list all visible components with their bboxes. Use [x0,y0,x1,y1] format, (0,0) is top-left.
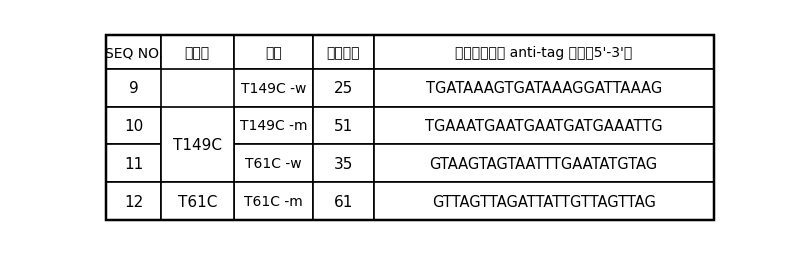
Text: 61: 61 [334,194,353,209]
Text: T61C -m: T61C -m [244,194,302,208]
Text: 12: 12 [124,194,143,209]
Bar [313,107,374,145]
Text: 51: 51 [334,119,353,133]
Bar [313,183,374,220]
Bar [374,145,714,183]
Text: 9: 9 [129,81,138,96]
Bar [313,69,374,107]
Bar [161,183,234,220]
Text: 类型: 类型 [265,46,282,60]
Text: T149C -w: T149C -w [241,81,306,95]
Bar [374,36,714,69]
Text: SEQ NO.: SEQ NO. [105,46,162,60]
Text: 微球编号: 微球编号 [326,46,360,60]
Text: TGAAATGAATGAATGATGAAATTG: TGAAATGAATGAATGATGAAATTG [425,119,662,133]
Text: 11: 11 [124,156,143,171]
Bar [374,69,714,107]
Bar [234,107,313,145]
Bar [106,183,161,220]
Bar [161,107,234,183]
Bar [313,36,374,69]
Text: TGATAAAGTGATAAAGGATTAAAG: TGATAAAGTGATAAAGGATTAAAG [426,81,662,96]
Bar [106,145,161,183]
Bar [374,107,714,145]
Bar [313,145,374,183]
Text: 微球上对应的 anti-tag 序列（5'-3'）: 微球上对应的 anti-tag 序列（5'-3'） [455,46,632,60]
Text: T149C: T149C [173,137,222,152]
Bar [234,145,313,183]
Bar [161,36,234,69]
Text: T149C -m: T149C -m [239,119,307,133]
Text: GTTAGTTAGATTATTGTTAGTTAG: GTTAGTTAGATTATTGTTAGTTAG [432,194,656,209]
Text: T61C -w: T61C -w [245,157,302,171]
Bar [106,69,161,107]
Bar [234,36,313,69]
Bar [106,107,161,145]
Bar [374,183,714,220]
Text: 35: 35 [334,156,353,171]
Bar [234,183,313,220]
Text: T61C: T61C [178,194,217,209]
Text: GTAAGTAGTAATTTGAATATGTAG: GTAAGTAGTAATTTGAATATGTAG [430,156,658,171]
Text: 25: 25 [334,81,353,96]
Bar [106,36,161,69]
Bar [234,69,313,107]
Text: 基因型: 基因型 [185,46,210,60]
Text: 10: 10 [124,119,143,133]
